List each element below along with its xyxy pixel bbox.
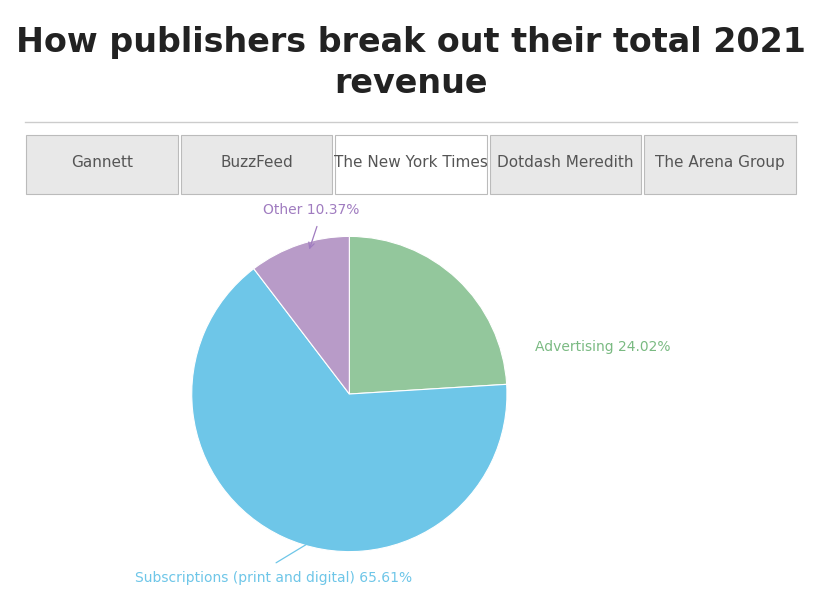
FancyBboxPatch shape xyxy=(181,134,332,193)
FancyBboxPatch shape xyxy=(644,134,796,193)
Text: BuzzFeed: BuzzFeed xyxy=(220,155,293,170)
Text: Other 10.37%: Other 10.37% xyxy=(263,204,359,217)
Text: How publishers break out their total 2021
revenue: How publishers break out their total 202… xyxy=(16,26,806,100)
Wedge shape xyxy=(349,236,506,394)
FancyBboxPatch shape xyxy=(335,134,487,193)
FancyBboxPatch shape xyxy=(490,134,641,193)
Wedge shape xyxy=(192,269,507,552)
FancyBboxPatch shape xyxy=(26,134,178,193)
Text: Gannett: Gannett xyxy=(71,155,133,170)
Text: Dotdash Meredith: Dotdash Meredith xyxy=(497,155,634,170)
Wedge shape xyxy=(254,236,349,394)
Text: Advertising 24.02%: Advertising 24.02% xyxy=(535,340,671,354)
Text: The Arena Group: The Arena Group xyxy=(655,155,785,170)
Text: The New York Times: The New York Times xyxy=(334,155,488,170)
Text: Subscriptions (print and digital) 65.61%: Subscriptions (print and digital) 65.61% xyxy=(135,571,413,584)
